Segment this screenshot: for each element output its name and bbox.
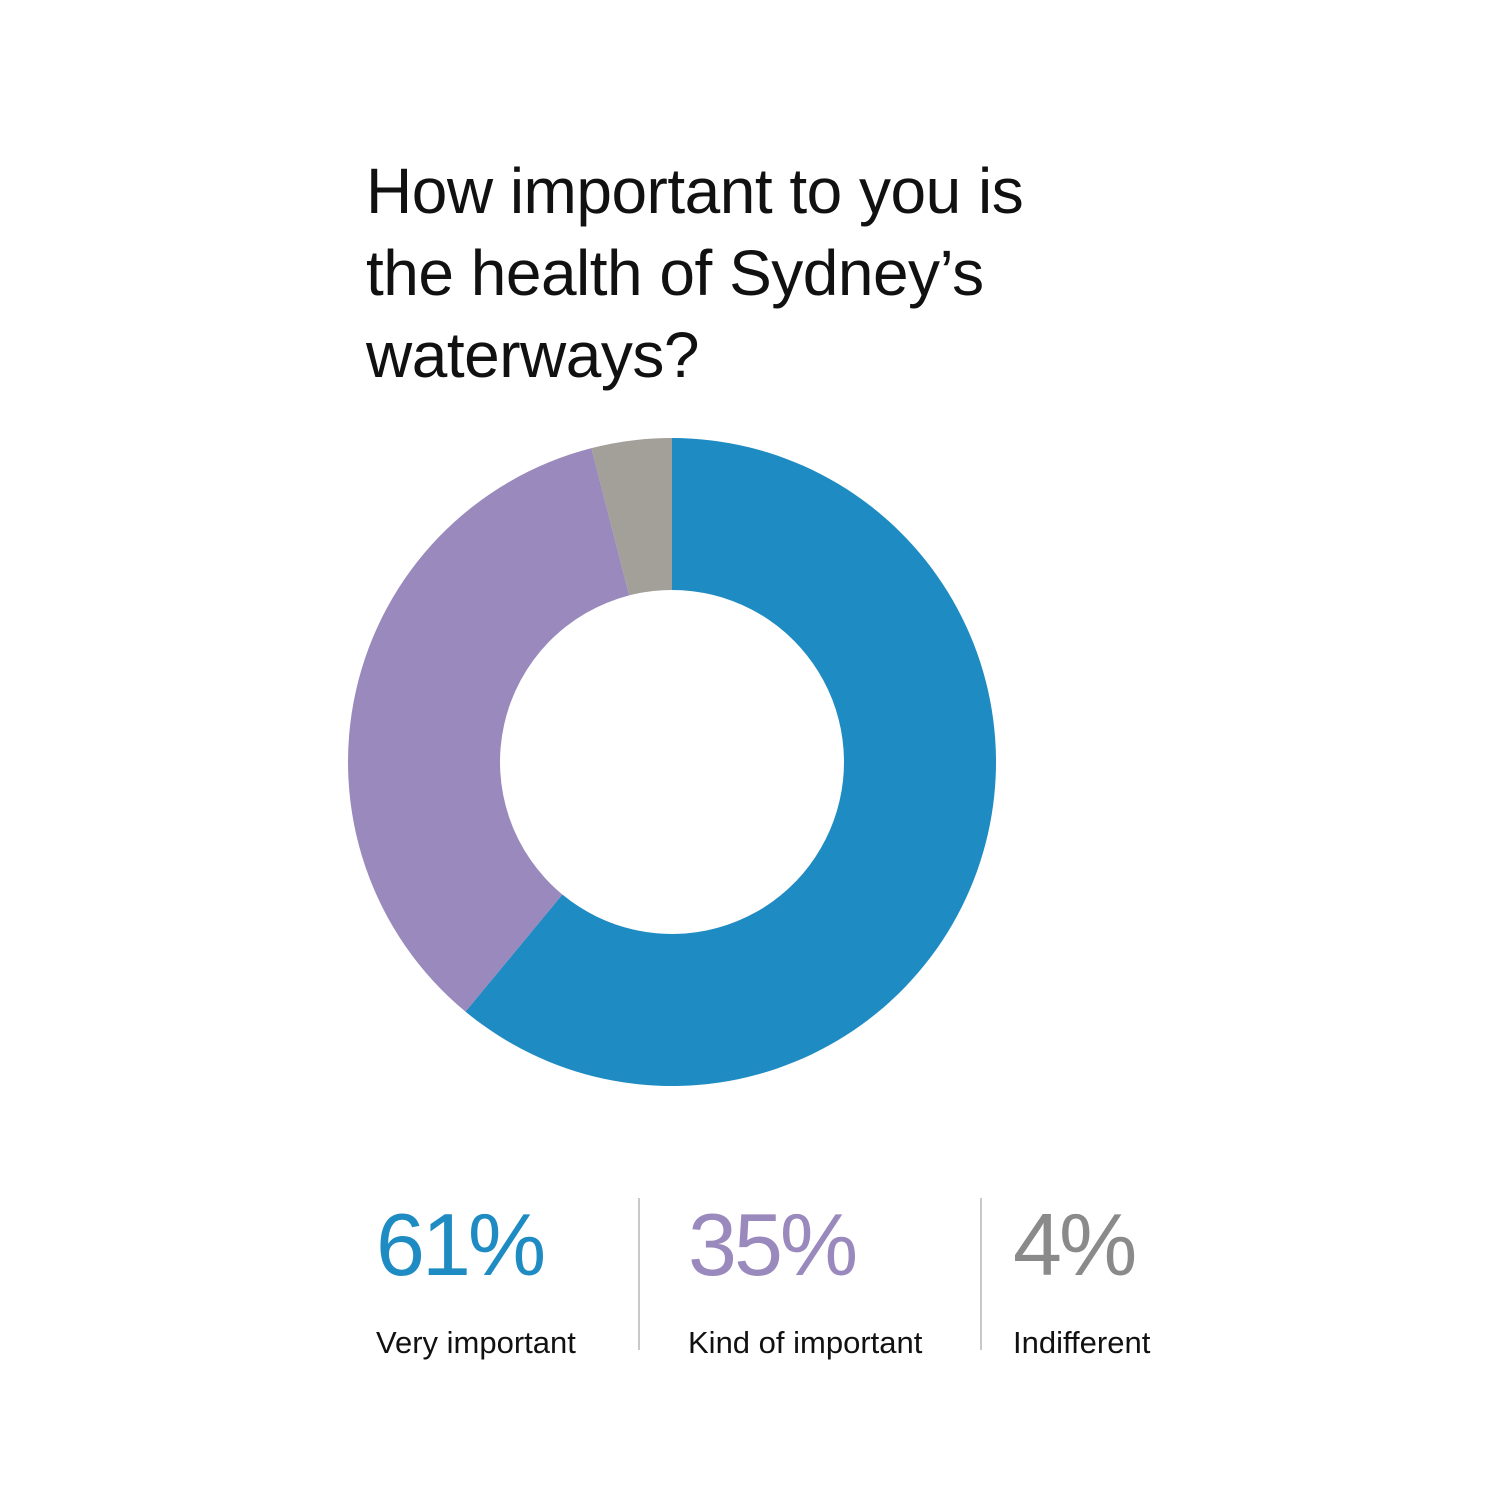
legend-item-very-important: 61% Very important	[376, 1195, 576, 1363]
donut-slice-very-important	[465, 438, 997, 1086]
value-label-indifferent: 4%	[1013, 1195, 1137, 1294]
value-label-kind-of-important: 35%	[688, 1195, 858, 1294]
legend-item-indifferent: 4% Indifferent	[1013, 1195, 1150, 1363]
legend-divider	[638, 1198, 640, 1350]
donut-slices	[347, 438, 997, 1086]
donut-slice-indifferent	[591, 438, 672, 596]
chart-title: How important to you is the health of Sy…	[366, 155, 1024, 391]
donut-slice-kind-of-important	[347, 448, 630, 1012]
category-label-indifferent: Indifferent	[1013, 1325, 1151, 1360]
legend-divider	[980, 1198, 982, 1350]
value-label-very-important: 61%	[376, 1195, 546, 1294]
category-label-kind-of-important: Kind of important	[688, 1325, 923, 1360]
legend-item-kind-of-important: 35% Kind of important	[688, 1195, 922, 1363]
category-label-very-important: Very important	[376, 1325, 576, 1360]
